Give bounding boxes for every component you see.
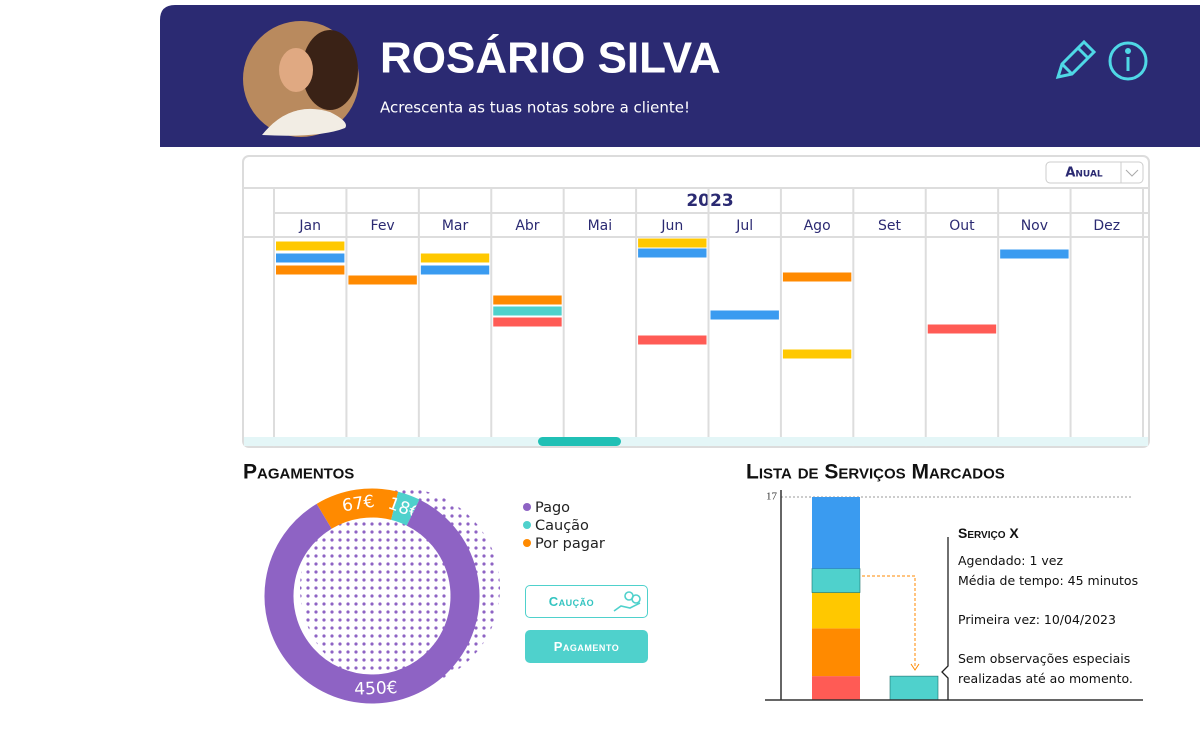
bar-segment bbox=[812, 592, 860, 629]
month-label: Jul bbox=[735, 218, 753, 234]
appointment-bar bbox=[493, 295, 562, 305]
section-title: Lista de Serviços Marcados bbox=[746, 461, 1005, 484]
appointment-bar bbox=[1000, 249, 1069, 259]
legend-swatch bbox=[523, 539, 531, 547]
client-name: ROSÁRIO SILVA bbox=[380, 33, 721, 83]
legend-label: Caução bbox=[535, 518, 589, 534]
service-line: Agendado: 1 vez bbox=[958, 553, 1064, 568]
appointment-bar bbox=[420, 253, 490, 263]
donut-segment bbox=[390, 491, 420, 526]
appointment-bar bbox=[493, 306, 562, 316]
connector-arrow bbox=[862, 575, 916, 666]
section-title: Pagamentos bbox=[243, 461, 354, 484]
donut-segment bbox=[316, 488, 399, 529]
month-label: Jan bbox=[298, 218, 321, 234]
bar-segment bbox=[812, 628, 860, 677]
value-label: 67€ bbox=[341, 492, 376, 517]
service-line: Sem observações especiais realizadas até… bbox=[958, 651, 1133, 686]
view-selector[interactable] bbox=[1045, 161, 1144, 184]
view-label[interactable]: Anual bbox=[1065, 166, 1103, 181]
value-label: 450€ bbox=[354, 678, 398, 700]
appointment-bar bbox=[782, 349, 852, 359]
appointment-bar bbox=[782, 272, 852, 282]
service-title: Serviço X bbox=[958, 525, 1019, 541]
avatar bbox=[243, 21, 359, 137]
month-label: Abr bbox=[515, 218, 539, 234]
month-label: Jun bbox=[660, 218, 683, 234]
month-label: Mar bbox=[442, 218, 469, 234]
appointment-bar bbox=[276, 265, 345, 275]
legend-swatch bbox=[523, 503, 531, 511]
info-icon[interactable] bbox=[1108, 41, 1148, 81]
donut: 67€ 18€450€ bbox=[264, 488, 480, 704]
month-label: Mai bbox=[588, 218, 613, 234]
arrow-head bbox=[910, 663, 920, 671]
stacked-bar-chart: 17 bbox=[766, 491, 1133, 701]
bar-segment bbox=[812, 676, 860, 700]
appointment-bar bbox=[710, 310, 779, 320]
legend-label: Pago bbox=[535, 500, 570, 516]
edit-icon[interactable] bbox=[1055, 39, 1097, 80]
y-tick-label: 17 bbox=[766, 491, 778, 503]
scroll-track bbox=[244, 437, 1148, 446]
month-label: Fev bbox=[371, 218, 395, 234]
callout-line bbox=[941, 537, 949, 700]
scroll-thumb[interactable] bbox=[538, 437, 621, 446]
appointment-bar bbox=[638, 238, 707, 248]
bar-segment bbox=[889, 675, 939, 701]
legend-swatch bbox=[523, 521, 531, 529]
bar-segment bbox=[811, 568, 861, 593]
service-line: Média de tempo: 45 minutos bbox=[958, 573, 1139, 588]
month-label: Out bbox=[949, 218, 975, 234]
month-label: Set bbox=[878, 218, 902, 234]
appointment-bar bbox=[276, 253, 345, 263]
appointment-bar bbox=[638, 335, 707, 345]
appointment-bar bbox=[420, 265, 490, 275]
appointment-bar bbox=[276, 241, 345, 251]
month-label: Nov bbox=[1021, 218, 1048, 234]
pagamento-button[interactable]: Pagamento bbox=[525, 630, 648, 663]
coin-hand-icon bbox=[613, 591, 641, 612]
appointment-bar bbox=[493, 317, 562, 327]
client-subtitle[interactable]: Acrescenta as tuas notas sobre a cliente… bbox=[380, 99, 690, 117]
legend-label: Por pagar bbox=[535, 536, 605, 552]
service-detail: Serviço X Agendado: 1 vez Média de tempo… bbox=[958, 525, 1148, 696]
donut-segment bbox=[264, 499, 480, 704]
legend: Pago Caução Por pagar bbox=[523, 500, 605, 552]
header-band bbox=[160, 5, 1200, 147]
caucao-button[interactable]: Caução bbox=[525, 585, 648, 618]
month-label: Ago bbox=[804, 218, 831, 234]
service-line: Primeira vez: 10/04/2023 bbox=[958, 612, 1116, 627]
calendar-panel bbox=[242, 155, 1150, 448]
year-label: 2023 bbox=[686, 191, 733, 211]
bar-segment bbox=[812, 497, 860, 569]
appointment-bar bbox=[348, 275, 417, 285]
appointment-bar bbox=[638, 248, 707, 258]
calendar-grid: Jan Fev Mar Abr Mai Jun Jul Ago Set Out Nov Dez bbox=[273, 188, 1144, 447]
appointment-bar bbox=[927, 324, 997, 334]
month-label: Dez bbox=[1093, 218, 1120, 234]
